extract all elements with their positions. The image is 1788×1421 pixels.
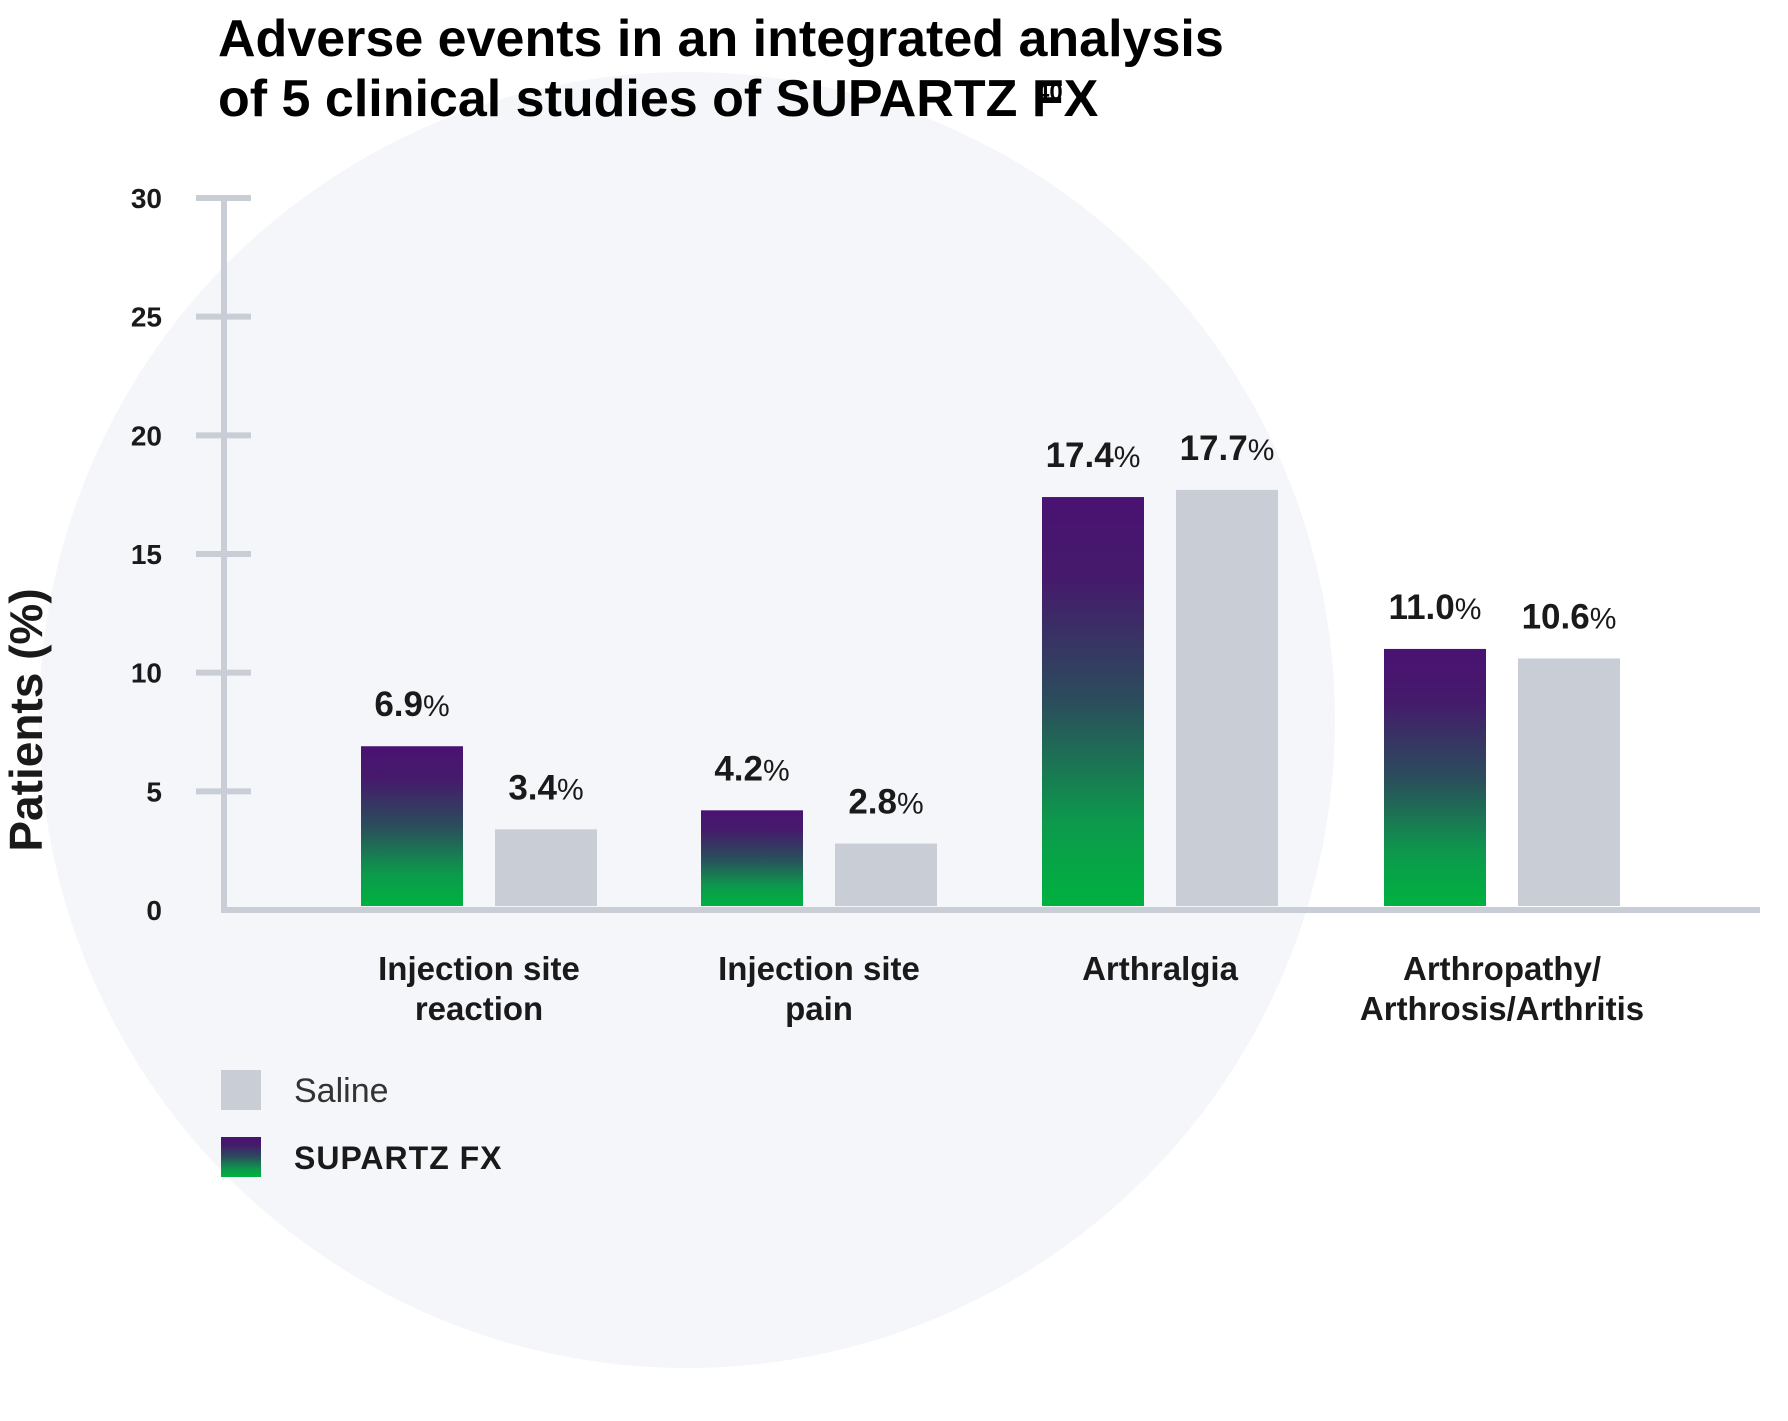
- data-label: 6.9%: [374, 685, 449, 724]
- legend-label-saline: Saline: [294, 1072, 389, 1110]
- legend-swatch-supartz: [221, 1137, 261, 1177]
- bars: [361, 489, 1620, 906]
- legend: Saline SUPARTZ FX: [221, 1070, 503, 1177]
- y-tick-label: 30: [131, 183, 162, 214]
- y-tick-label: 25: [131, 302, 162, 333]
- bar-supartz-fx: [361, 746, 463, 906]
- category-label: pain: [785, 990, 853, 1027]
- y-tick-label: 10: [131, 658, 162, 689]
- data-label: 10.6%: [1522, 597, 1617, 636]
- title-superscript: 40: [1036, 79, 1063, 106]
- category-label: Arthralgia: [1082, 950, 1239, 987]
- bar-supartz-fx: [701, 810, 803, 906]
- axes: 0 5 10 15 20 25 30: [131, 183, 1760, 926]
- data-labels: 6.9%3.4%Injection sitereaction4.2%2.8%In…: [374, 429, 1644, 1027]
- bar-saline: [1518, 658, 1620, 906]
- bar-saline: [835, 843, 937, 906]
- y-tick-label: 15: [131, 539, 162, 570]
- bar-supartz-fx: [1042, 497, 1144, 906]
- background-circle: [39, 72, 1335, 1368]
- title-line-2: of 5 clinical studies of SUPARTZ FX: [218, 70, 1099, 128]
- data-label: 2.8%: [848, 783, 923, 822]
- y-tick-label: 0: [146, 895, 162, 926]
- data-label: 11.0%: [1389, 588, 1482, 627]
- bar-saline: [1176, 489, 1278, 906]
- bar-saline: [495, 829, 597, 906]
- title-line-1: Adverse events in an integrated analysis: [218, 10, 1224, 68]
- data-label: 17.7%: [1180, 429, 1275, 468]
- legend-swatch-saline: [221, 1070, 261, 1110]
- bar-supartz-fx: [1384, 648, 1486, 906]
- data-label: 3.4%: [508, 768, 583, 807]
- data-label: 17.4%: [1046, 436, 1141, 475]
- legend-label-supartz: SUPARTZ FX: [294, 1140, 503, 1176]
- category-label: Injection site: [718, 950, 920, 987]
- category-label: reaction: [415, 990, 543, 1027]
- category-label: Arthrosis/Arthritis: [1360, 990, 1644, 1027]
- y-tick-label: 20: [131, 420, 162, 451]
- y-axis-label: Patients (%): [0, 588, 52, 851]
- category-label: Arthropathy/: [1403, 950, 1601, 987]
- category-label: Injection site: [378, 950, 580, 987]
- chart-title: Adverse events in an integrated analysis…: [218, 10, 1238, 128]
- y-tick-label: 5: [146, 776, 162, 807]
- data-label: 4.2%: [714, 749, 789, 788]
